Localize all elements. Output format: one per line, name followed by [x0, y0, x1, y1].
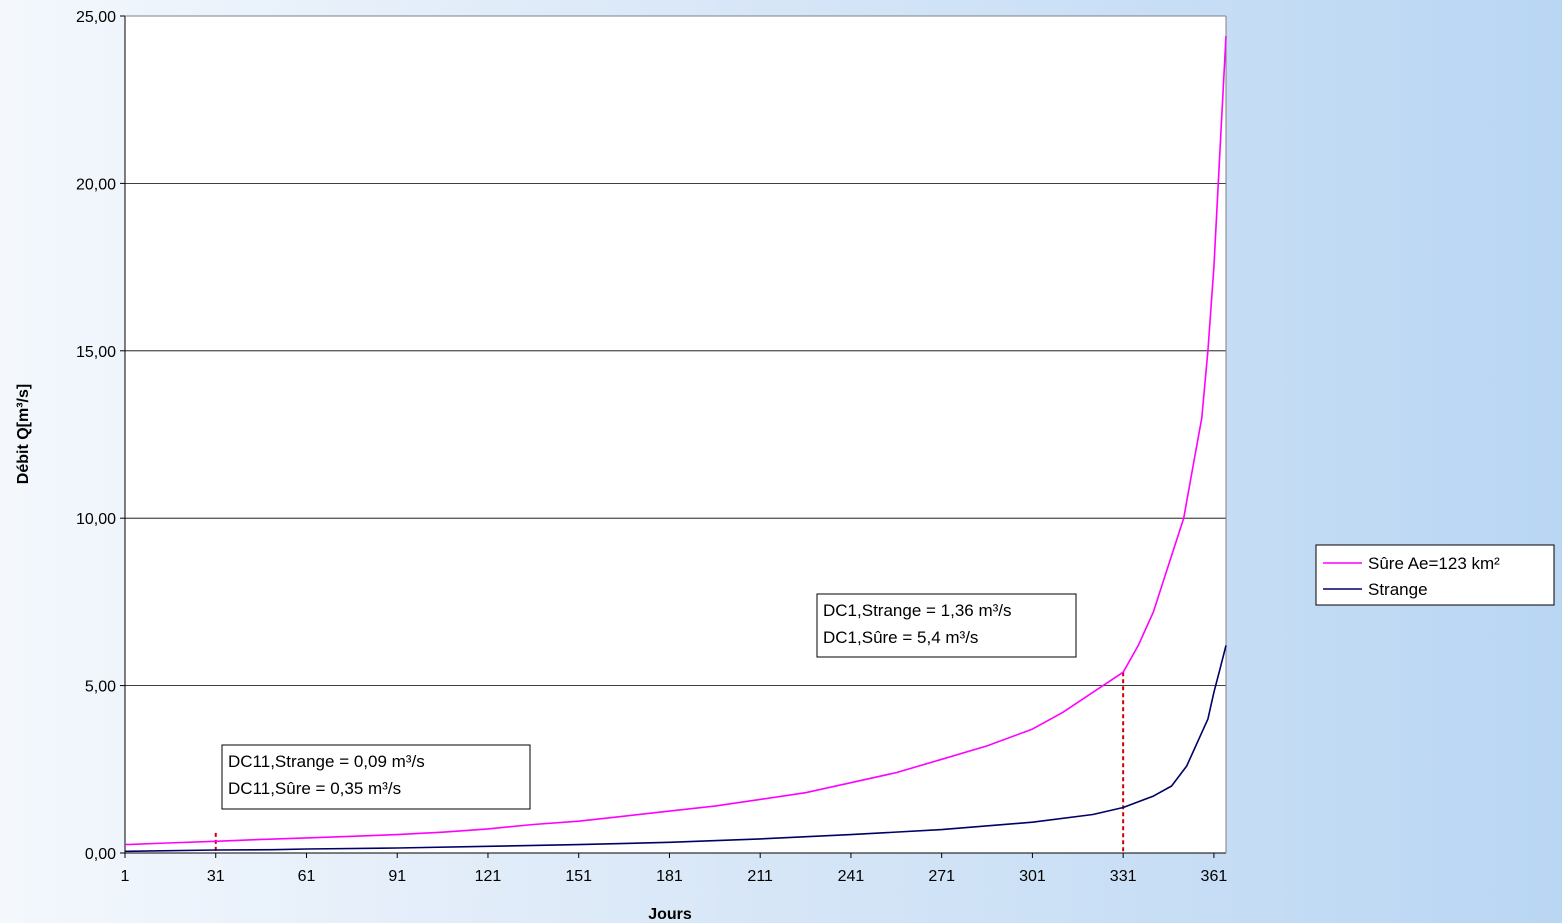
y-axis-title: Débit Q[m³/s] [15, 384, 32, 484]
legend-label-sure: Sûre Ae=123 km² [1368, 554, 1500, 573]
x-tick-label: 241 [838, 868, 865, 885]
x-tick-label: 211 [747, 868, 773, 885]
x-tick-label: 181 [656, 868, 683, 885]
legend-label-strange: Strange [1368, 580, 1428, 599]
legend-box [1315, 544, 1555, 606]
y-tick-label: 5,00 [85, 679, 116, 696]
y-tick-label: 10,00 [76, 511, 116, 528]
x-tick-label: 301 [1019, 868, 1046, 885]
y-tick-label: 25,00 [76, 9, 116, 26]
x-axis-title: Jours [648, 906, 692, 923]
x-tick-label: 91 [388, 868, 406, 885]
x-tick-label: 151 [565, 868, 592, 885]
x-tick-label: 331 [1110, 868, 1137, 885]
series-lines [124, 36, 1227, 853]
axes [124, 15, 1227, 854]
x-tick-label: 271 [928, 868, 955, 885]
x-tick-labels: 1 31 61 91 121 151 181 211 241 271 301 331 361 [121, 853, 1228, 885]
y-tick-label: 0,00 [85, 846, 116, 863]
plot-area [125, 16, 1226, 853]
x-tick-label: 361 [1201, 868, 1228, 885]
y-tick-label: 15,00 [76, 344, 116, 361]
y-tick-label: 20,00 [76, 176, 116, 193]
y-tick-labels: 0,00 5,00 10,00 15,00 20,00 25,00 [76, 9, 125, 863]
annotation-dc1-line1: DC1,Strange = 1,36 m³/s [823, 601, 1012, 620]
x-tick-label: 61 [298, 868, 316, 885]
annotation-dc11-line2: DC11,Sûre = 0,35 m³/s [228, 779, 401, 798]
x-tick-label: 121 [475, 868, 502, 885]
x-tick-label: 1 [121, 868, 130, 885]
legend: Sûre Ae=123 km² Strange [1315, 544, 1555, 606]
annotation-dc1-line2: DC1,Sûre = 5,4 m³/s [823, 628, 978, 647]
x-tick-label: 31 [207, 868, 225, 885]
annotation-dc11-line1: DC11,Strange = 0,09 m³/s [228, 752, 425, 771]
annotation-dc11: DC11,Strange = 0,09 m³/s DC11,Sûre = 0,3… [221, 744, 531, 810]
annotation-dc1: DC1,Strange = 1,36 m³/s DC1,Sûre = 5,4 m… [816, 593, 1077, 658]
series-line-0 [124, 36, 1227, 846]
series-line-1 [124, 645, 1227, 853]
